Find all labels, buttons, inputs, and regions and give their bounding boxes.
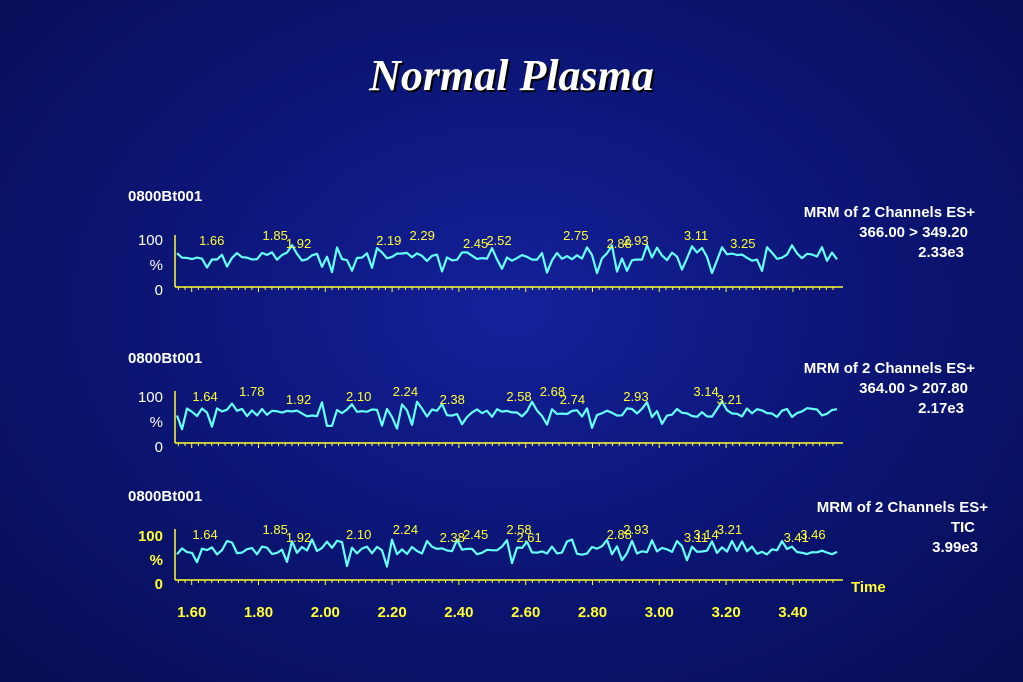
x-tick-label: 3.00 xyxy=(645,604,674,621)
peak-label: 2.58 xyxy=(506,389,531,404)
peak-label: 2.24 xyxy=(393,522,418,537)
peak-label: 3.46 xyxy=(800,527,825,542)
channel-info-line: 3.99e3 xyxy=(932,539,978,556)
channel-info-line: 364.00 > 207.80 xyxy=(859,380,968,397)
peak-label: 1.64 xyxy=(192,389,217,404)
y-tick-label: % xyxy=(150,552,163,569)
peak-label: 3.21 xyxy=(717,522,742,537)
peak-label: 2.74 xyxy=(560,392,585,407)
peak-label: 2.88 xyxy=(607,236,632,251)
peak-label: 2.38 xyxy=(440,392,465,407)
peak-label: 2.45 xyxy=(463,527,488,542)
y-tick-label: 0 xyxy=(155,439,163,456)
peak-label: 2.93 xyxy=(623,522,648,537)
peak-label: 1.64 xyxy=(192,527,217,542)
peak-label: 2.10 xyxy=(346,527,371,542)
channel-info-line: MRM of 2 Channels ES+ xyxy=(817,499,989,516)
y-tick-label: % xyxy=(150,414,163,431)
x-tick-label: 2.80 xyxy=(578,604,607,621)
y-tick-label: 0 xyxy=(155,282,163,299)
peak-label: 2.29 xyxy=(410,228,435,243)
peak-label: 3.25 xyxy=(730,236,755,251)
x-tick-label: 2.60 xyxy=(511,604,540,621)
peak-label: 2.10 xyxy=(346,389,371,404)
peak-label: 1.85 xyxy=(263,228,288,243)
peak-label: 1.92 xyxy=(286,530,311,545)
peak-label: 1.92 xyxy=(286,236,311,251)
peak-label: 2.68 xyxy=(540,384,565,399)
chromatogram-trace xyxy=(176,538,838,568)
peak-label: 2.38 xyxy=(440,530,465,545)
peak-label: 2.19 xyxy=(376,233,401,248)
x-tick-label: 2.40 xyxy=(444,604,473,621)
peak-label: 2.93 xyxy=(623,389,648,404)
peak-label: 2.93 xyxy=(623,233,648,248)
peak-label: 3.41 xyxy=(784,530,809,545)
peak-label: 3.14 xyxy=(693,527,718,542)
y-tick-label: 100 xyxy=(138,232,163,249)
x-axis-title: Time xyxy=(851,579,886,596)
peak-label: 3.14 xyxy=(693,384,718,399)
x-tick-label: 3.20 xyxy=(711,604,740,621)
peak-label: 1.66 xyxy=(199,233,224,248)
channel-info-line: 366.00 > 349.20 xyxy=(859,224,968,241)
channel-info-line: MRM of 2 Channels ES+ xyxy=(804,360,976,377)
sample-name: 0800Bt001 xyxy=(128,488,202,505)
peak-label: 3.11 xyxy=(684,530,708,545)
x-tick-label: 2.00 xyxy=(311,604,340,621)
x-tick-label: 3.40 xyxy=(778,604,807,621)
channel-info-line: 2.17e3 xyxy=(918,400,964,417)
x-tick-label: 1.60 xyxy=(177,604,206,621)
peak-label: 2.88 xyxy=(607,527,632,542)
peak-label: 3.11 xyxy=(684,228,708,243)
slide-title: Normal Plasma xyxy=(369,51,654,100)
peak-label: 2.52 xyxy=(486,233,511,248)
y-tick-label: 100 xyxy=(138,389,163,406)
channel-info-line: TIC xyxy=(951,519,975,536)
chromatogram-trace xyxy=(176,244,838,275)
peak-label: 2.24 xyxy=(393,384,418,399)
peak-label: 2.61 xyxy=(516,530,541,545)
channel-info-line: MRM of 2 Channels ES+ xyxy=(804,204,976,221)
y-tick-label: 0 xyxy=(155,576,163,593)
peak-label: 2.58 xyxy=(506,522,531,537)
y-tick-label: % xyxy=(150,257,163,274)
x-tick-label: 2.20 xyxy=(377,604,406,621)
x-tick-label: 1.80 xyxy=(244,604,273,621)
chromatogram-trace xyxy=(175,400,838,431)
peak-label: 2.45 xyxy=(463,236,488,251)
sample-name: 0800Bt001 xyxy=(128,188,202,205)
channel-info-line: 2.33e3 xyxy=(918,244,964,261)
peak-label: 2.75 xyxy=(563,228,588,243)
peak-label: 1.85 xyxy=(263,522,288,537)
y-tick-label: 100 xyxy=(138,528,163,545)
peak-label: 1.92 xyxy=(286,392,311,407)
peak-label: 3.21 xyxy=(717,392,742,407)
peak-label: 1.78 xyxy=(239,384,264,399)
sample-name: 0800Bt001 xyxy=(128,350,202,367)
